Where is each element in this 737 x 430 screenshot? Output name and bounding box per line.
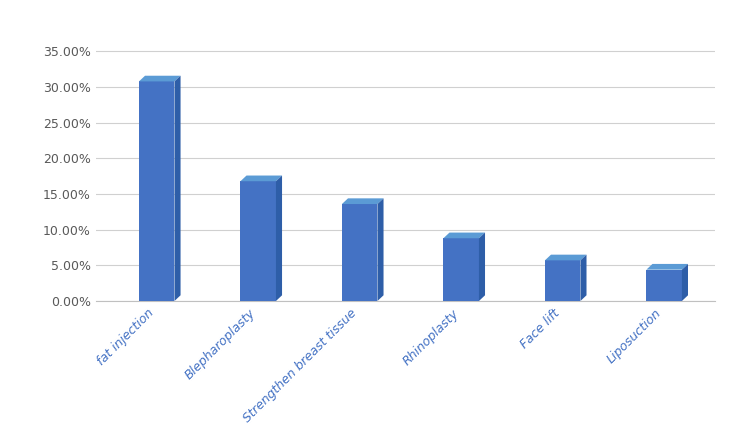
Polygon shape [139, 76, 181, 81]
Polygon shape [479, 233, 485, 301]
Bar [139, 81, 175, 301]
Polygon shape [342, 198, 383, 204]
Bar [444, 238, 479, 301]
Polygon shape [545, 255, 587, 261]
Polygon shape [175, 76, 181, 301]
Polygon shape [646, 264, 688, 270]
Polygon shape [276, 175, 282, 301]
Bar [342, 204, 377, 301]
Bar [240, 181, 276, 301]
Polygon shape [581, 255, 587, 301]
Bar [545, 261, 581, 301]
Polygon shape [240, 175, 282, 181]
Polygon shape [377, 198, 383, 301]
Polygon shape [444, 233, 485, 238]
Bar [646, 270, 682, 301]
Polygon shape [682, 264, 688, 301]
